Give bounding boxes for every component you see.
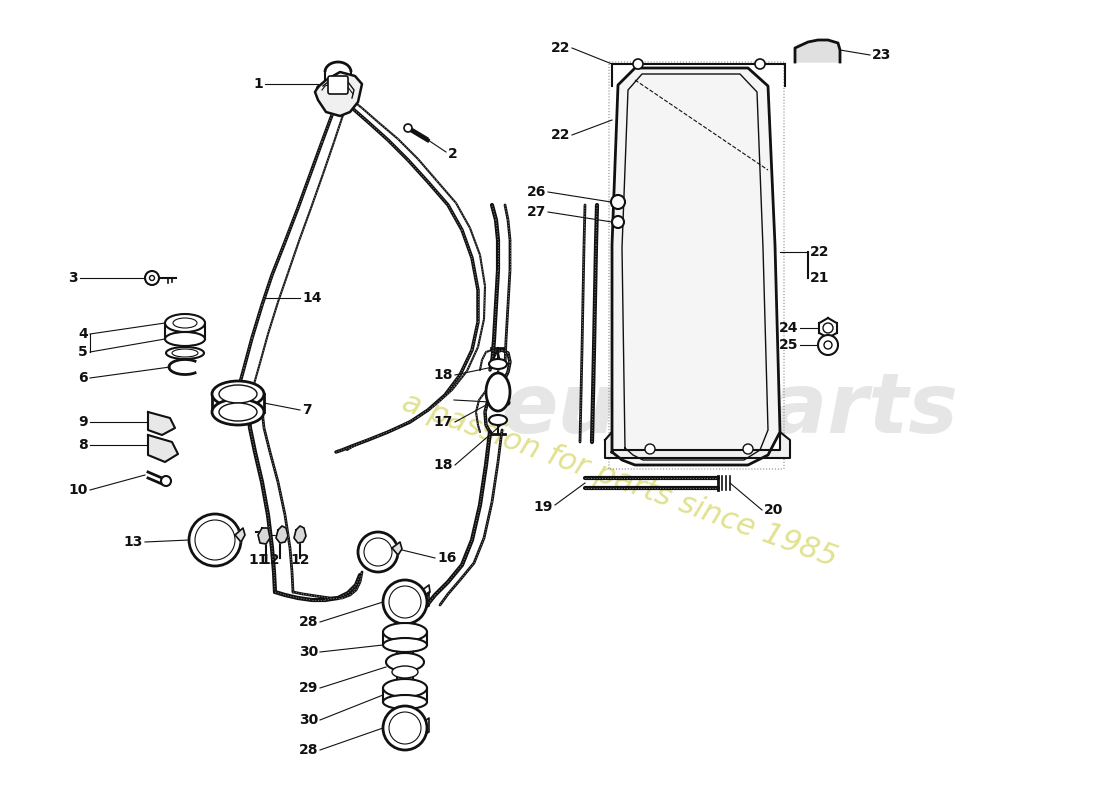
- Ellipse shape: [172, 349, 198, 357]
- Polygon shape: [258, 528, 270, 544]
- Text: 20: 20: [764, 503, 783, 517]
- Text: 10: 10: [68, 483, 88, 497]
- Circle shape: [358, 532, 398, 572]
- Ellipse shape: [173, 318, 197, 328]
- Text: 9: 9: [78, 415, 88, 429]
- Circle shape: [824, 341, 832, 349]
- Text: 16: 16: [437, 551, 456, 565]
- Polygon shape: [294, 526, 306, 543]
- Circle shape: [389, 586, 421, 618]
- Circle shape: [818, 335, 838, 355]
- Text: a passion for parts since 1985: a passion for parts since 1985: [398, 387, 842, 573]
- Ellipse shape: [165, 314, 205, 332]
- Circle shape: [195, 520, 235, 560]
- Ellipse shape: [219, 385, 257, 403]
- Text: 30: 30: [299, 645, 318, 659]
- Polygon shape: [795, 40, 840, 62]
- Polygon shape: [392, 542, 402, 555]
- Text: 24: 24: [779, 321, 798, 335]
- Circle shape: [404, 124, 412, 132]
- Circle shape: [610, 195, 625, 209]
- Circle shape: [632, 59, 644, 69]
- Text: 19: 19: [534, 500, 553, 514]
- Polygon shape: [276, 526, 288, 543]
- Circle shape: [823, 323, 833, 333]
- Polygon shape: [148, 435, 178, 462]
- Text: 21: 21: [810, 271, 829, 285]
- Text: 30: 30: [299, 713, 318, 727]
- Circle shape: [364, 538, 392, 566]
- Polygon shape: [235, 528, 245, 542]
- Text: euroParts: euroParts: [502, 370, 958, 450]
- Ellipse shape: [490, 415, 507, 425]
- Text: 11: 11: [249, 553, 267, 567]
- Text: 12: 12: [290, 553, 310, 567]
- Text: 3: 3: [68, 271, 78, 285]
- Circle shape: [189, 514, 241, 566]
- Text: 22: 22: [810, 245, 829, 259]
- Circle shape: [742, 444, 754, 454]
- Ellipse shape: [383, 638, 427, 652]
- Text: 18: 18: [433, 458, 453, 472]
- Polygon shape: [605, 432, 790, 458]
- Ellipse shape: [383, 695, 427, 709]
- Text: 4: 4: [78, 327, 88, 341]
- Ellipse shape: [166, 347, 204, 359]
- Text: 5: 5: [78, 345, 88, 359]
- Text: 25: 25: [779, 338, 798, 352]
- Ellipse shape: [212, 399, 264, 425]
- Ellipse shape: [386, 653, 424, 671]
- Text: 15: 15: [492, 395, 512, 409]
- Ellipse shape: [383, 679, 427, 697]
- Polygon shape: [148, 412, 175, 435]
- Ellipse shape: [486, 373, 510, 411]
- Text: 8: 8: [78, 438, 88, 452]
- Text: 28: 28: [298, 743, 318, 757]
- Circle shape: [755, 59, 764, 69]
- Circle shape: [645, 444, 654, 454]
- Text: 22: 22: [550, 41, 570, 55]
- Polygon shape: [315, 72, 362, 116]
- Text: 27: 27: [527, 205, 546, 219]
- Text: 12: 12: [261, 553, 279, 567]
- Text: 2: 2: [448, 147, 458, 161]
- Text: 22: 22: [550, 128, 570, 142]
- Text: 28: 28: [298, 615, 318, 629]
- Text: 18: 18: [433, 368, 453, 382]
- Text: 1: 1: [253, 77, 263, 91]
- Ellipse shape: [219, 403, 257, 421]
- Text: 17: 17: [433, 415, 453, 429]
- Text: 7: 7: [302, 403, 311, 417]
- Circle shape: [145, 271, 160, 285]
- Circle shape: [383, 706, 427, 750]
- Text: 26: 26: [527, 185, 546, 199]
- Ellipse shape: [165, 332, 205, 346]
- FancyBboxPatch shape: [328, 76, 348, 94]
- Text: 6: 6: [78, 371, 88, 385]
- Circle shape: [161, 476, 170, 486]
- Text: 29: 29: [298, 681, 318, 695]
- Text: 13: 13: [123, 535, 143, 549]
- Circle shape: [389, 712, 421, 744]
- Polygon shape: [612, 68, 780, 465]
- Ellipse shape: [392, 666, 418, 678]
- Ellipse shape: [212, 381, 264, 407]
- Ellipse shape: [490, 359, 507, 369]
- Circle shape: [612, 216, 624, 228]
- Circle shape: [150, 275, 154, 281]
- Text: 14: 14: [302, 291, 321, 305]
- Ellipse shape: [383, 623, 427, 641]
- Circle shape: [383, 580, 427, 624]
- Text: 23: 23: [872, 48, 891, 62]
